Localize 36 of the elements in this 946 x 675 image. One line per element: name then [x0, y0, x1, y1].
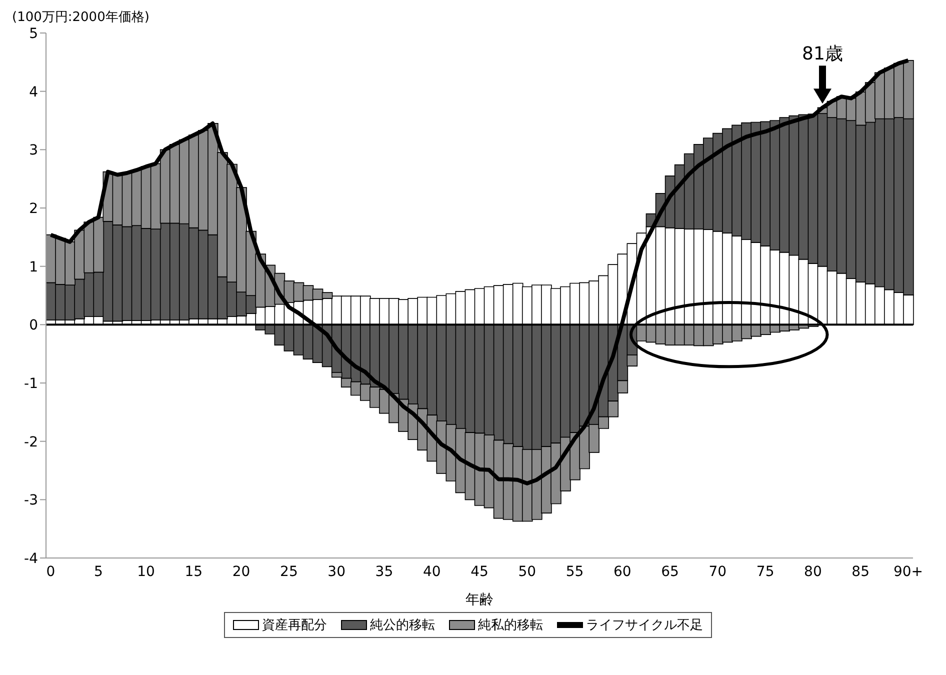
annotation: 81歳 [802, 44, 843, 65]
x-tick-label: 50 [518, 564, 536, 580]
legend-label: 資産再配分 [262, 617, 327, 634]
y-tick-label: 1 [29, 259, 38, 276]
y-tick-label: -1 [24, 376, 38, 392]
x-tick-label: 10 [137, 564, 155, 580]
x-tick-label: 80 [804, 564, 822, 580]
y-tick-label: 3 [29, 142, 38, 159]
x-tick-label: 5 [94, 564, 103, 580]
y-tick-label: -3 [24, 492, 38, 509]
x-tick-label: 35 [375, 564, 394, 580]
x-tick-label: 75 [756, 564, 774, 580]
y-tick-label: -4 [24, 550, 38, 567]
x-tick-label: 85 [852, 564, 870, 580]
x-tick-label: 0 [46, 564, 56, 580]
y-tick-label: 4 [29, 84, 38, 100]
y-axis-title: (100万円:2000年価格) [12, 9, 150, 26]
x-axis-title: 年齢 [466, 592, 494, 608]
x-tick-label: 55 [566, 564, 584, 580]
y-tick-label: 5 [29, 26, 38, 42]
x-tick-label: 20 [232, 564, 250, 580]
x-tick-label: 25 [280, 564, 298, 580]
x-tick-label: 65 [661, 564, 679, 580]
y-tick-label: 0 [29, 318, 38, 334]
legend-label: 純私的移転 [478, 617, 543, 634]
x-tick-label: 70 [708, 564, 727, 580]
x-tick-label: 30 [328, 564, 346, 580]
x-tick-label: 40 [422, 564, 441, 580]
y-tick-label: 2 [29, 200, 38, 217]
y-tick-label: -2 [24, 434, 38, 450]
x-tick-label: 15 [184, 564, 203, 580]
legend-label: 純公的移転 [370, 617, 435, 634]
x-tick-label: 60 [614, 564, 632, 580]
x-tick-label: 90+ [893, 564, 924, 580]
legend-label: ライフサイクル不足 [586, 617, 703, 634]
x-tick-label: 45 [470, 564, 488, 580]
